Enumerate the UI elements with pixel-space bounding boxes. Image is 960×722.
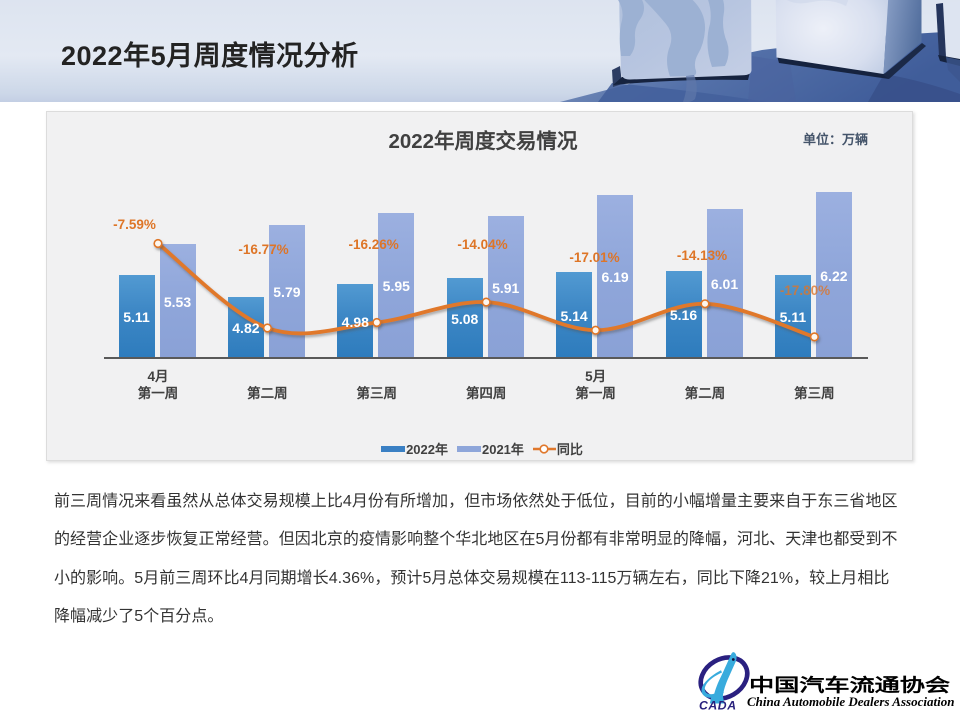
svg-text:CADA: CADA <box>699 699 737 713</box>
